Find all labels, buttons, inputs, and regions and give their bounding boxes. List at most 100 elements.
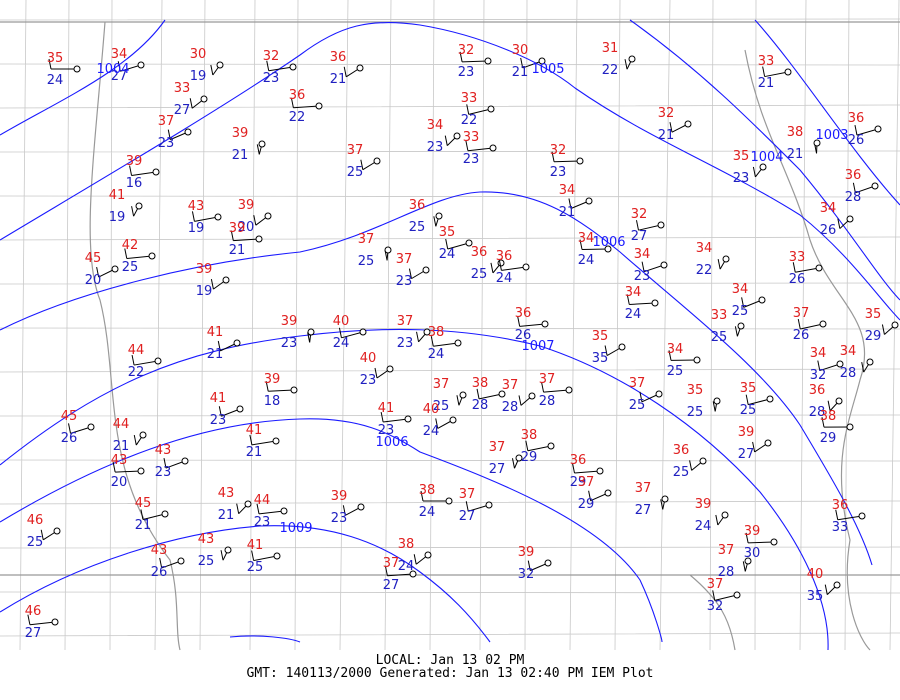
wind-barb [543,389,570,393]
station-circle [184,128,192,136]
wind-barb [638,224,662,231]
state-border [0,21,900,651]
wind-barb [433,342,459,347]
wind-barb-flag [541,382,545,393]
station-circle [307,328,315,336]
dewpoint: 24 [695,519,712,534]
station-circle [264,212,272,220]
temperature: 37 [539,372,556,387]
station-circle [148,252,156,260]
wind-barb-flag [668,350,672,361]
station-circle [784,68,792,76]
wind-barb-flag [217,340,221,352]
wind-barb-flag [256,144,260,155]
station-circle [53,527,61,535]
temperature: 41 [247,538,264,553]
dewpoint: 23 [210,413,227,428]
station-circle [87,423,95,431]
dewpoint: 25 [409,220,426,235]
wind-barb-flag [734,326,738,337]
temperature: 33 [789,250,806,265]
station-circle [459,391,467,399]
temperature: 36 [845,168,862,183]
temperature: 39 [229,221,246,236]
temperature: 40 [423,402,440,417]
wind-barb-flag [490,262,494,273]
wind-barb-flag [835,509,839,520]
wind-barb-flag [745,394,749,405]
dewpoint: 24 [496,271,513,286]
wind-barb-flag [290,97,294,108]
dewpoint: 23 [254,515,271,530]
wind-barb-flag [639,391,643,402]
station-circle [722,255,730,263]
dewpoint: 24 [439,247,456,262]
wind-barb-flag [360,159,364,170]
station-circle [737,322,745,330]
dewpoint: 23 [158,136,175,151]
temperature: 37 [347,143,364,158]
wind-barb [70,426,92,434]
station-circle [858,512,866,520]
temperature: 41 [109,188,126,203]
station-circle [485,501,493,509]
wind-barb [115,470,142,473]
wind-barb-flag [837,218,841,229]
temperature: 39 [744,524,761,539]
dewpoint: 30 [744,546,761,561]
temperature: 34 [625,285,642,300]
temperature: 37 [459,487,476,502]
temperature: 39 [196,262,213,277]
temperature: 39 [695,497,712,512]
station-circle [236,405,244,413]
dewpoint: 27 [459,509,476,524]
dewpoint: 22 [696,263,713,278]
temperature: 34 [111,47,128,62]
dewpoint: 28 [472,398,489,413]
dewpoint: 29 [521,450,538,465]
temperature: 33 [463,130,480,145]
temperature: 34 [578,231,595,246]
station-circle [541,320,549,328]
stations: 3524342730193223362132233021312233213327… [25,41,899,641]
station-circle [244,500,252,508]
wind-barb-flag [571,462,575,474]
temperature: 44 [113,417,130,432]
station-circle [200,95,208,103]
dewpoint: 28 [845,190,862,205]
station-circle [454,339,462,347]
station-circle [871,182,879,190]
wind-barb-flag [133,434,137,446]
dewpoint: 29 [570,475,587,490]
wind-barb-flag [712,401,716,412]
station-circle [733,591,741,599]
footer-gmt: GMT: 140113/2000 Generated: Jan 13 02:40… [247,666,654,681]
wind-barb-flag [689,460,693,471]
station-circle [576,157,584,165]
wind-barb-flag [641,261,645,272]
wind-barb-flag [68,423,72,434]
dewpoint: 23 [397,336,414,351]
wind-barb [383,418,409,423]
station-circle [154,357,162,365]
station-circle [258,140,266,148]
wind-barb-flag [459,51,463,63]
